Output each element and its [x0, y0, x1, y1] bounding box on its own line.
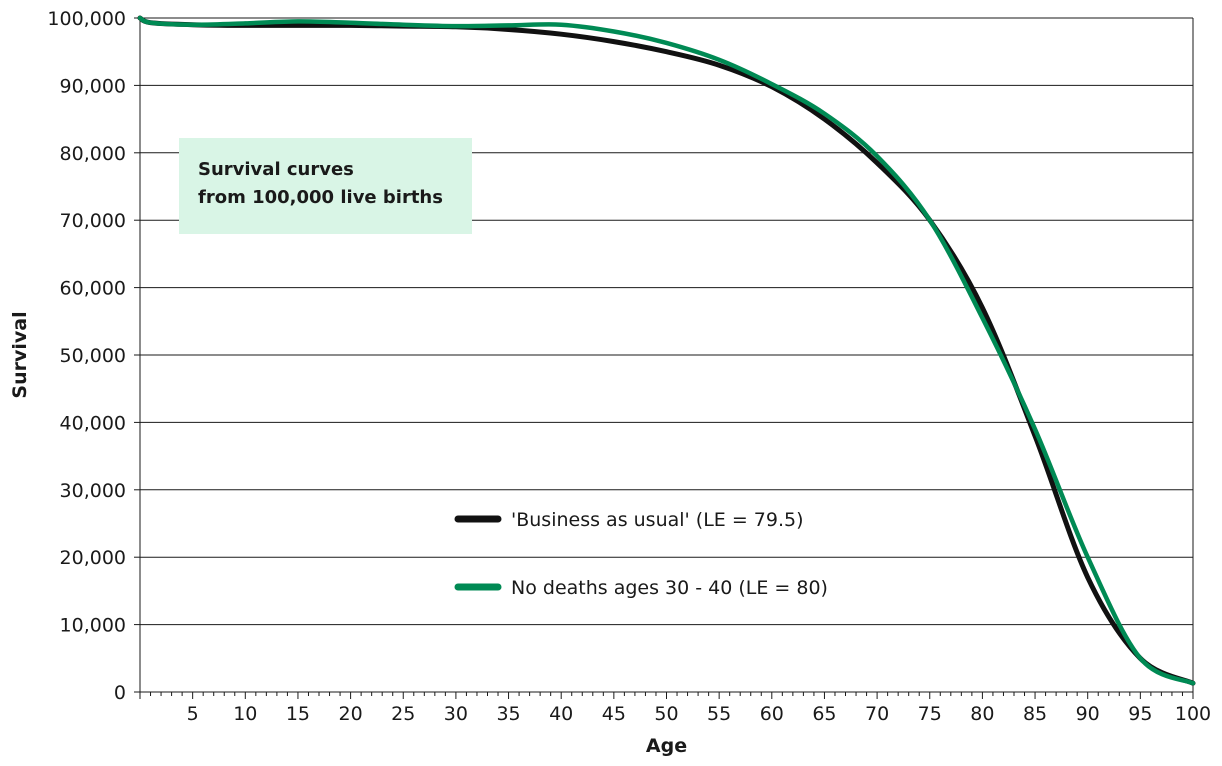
x-tick-label: 45 — [602, 703, 626, 725]
y-tick-label: 60,000 — [60, 278, 126, 300]
y-axis-title: Survival — [9, 311, 31, 398]
x-tick-label: 20 — [339, 703, 363, 725]
x-tick-label: 30 — [444, 703, 468, 725]
y-tick-label: 100,000 — [47, 8, 126, 30]
series-line-business-as-usual — [137, 15, 1196, 686]
x-tick-label: 70 — [865, 703, 889, 725]
x-tick-label: 95 — [1128, 703, 1152, 725]
x-tick-label: 85 — [1023, 703, 1047, 725]
x-tick-label: 40 — [549, 703, 573, 725]
x-tick-label: 50 — [654, 703, 678, 725]
x-tick-label: 90 — [1076, 703, 1100, 725]
annotation-text: Survival curves — [198, 159, 354, 180]
y-tick-label: 90,000 — [60, 75, 126, 97]
series-line-no-deaths-30-40 — [137, 15, 1196, 686]
y-tick-label: 30,000 — [60, 480, 126, 502]
annotation-text: from 100,000 live births — [198, 187, 443, 208]
annotation-background — [179, 138, 472, 234]
x-tick-label: 60 — [760, 703, 784, 725]
y-tick-label: 70,000 — [60, 210, 126, 232]
x-axis-title: Age — [646, 735, 687, 757]
legend-label: No deaths ages 30 - 40 (LE = 80) — [511, 577, 828, 599]
y-tick-label: 80,000 — [60, 143, 126, 165]
x-tick-label: 100 — [1175, 703, 1211, 725]
x-tick-label: 75 — [918, 703, 942, 725]
axes: 0 10,000 20,000 30,000 40,000 50,000 60,000 70,… — [9, 8, 1211, 757]
x-tick-label: 25 — [391, 703, 415, 725]
y-tick-label: 10,000 — [60, 615, 126, 637]
x-tick-label: 55 — [707, 703, 731, 725]
series-lines — [137, 15, 1196, 686]
x-tick-label: 65 — [812, 703, 836, 725]
annotation-box: Survival curves from 100,000 live births — [179, 138, 472, 234]
x-tick-label: 10 — [233, 703, 257, 725]
legend-label: 'Business as usual' (LE = 79.5) — [511, 509, 804, 531]
y-tick-label: 20,000 — [60, 547, 126, 569]
x-tick-label: 5 — [187, 703, 199, 725]
y-tick-label: 0 — [114, 682, 126, 704]
y-tick-label: 40,000 — [60, 412, 126, 434]
gridlines — [140, 17, 1193, 626]
y-tick-label: 50,000 — [60, 345, 126, 367]
legend: 'Business as usual' (LE = 79.5) No deaths… — [454, 509, 828, 599]
x-tick-label: 80 — [970, 703, 994, 725]
x-tick-label: 15 — [286, 703, 310, 725]
x-tick-label: 35 — [496, 703, 520, 725]
